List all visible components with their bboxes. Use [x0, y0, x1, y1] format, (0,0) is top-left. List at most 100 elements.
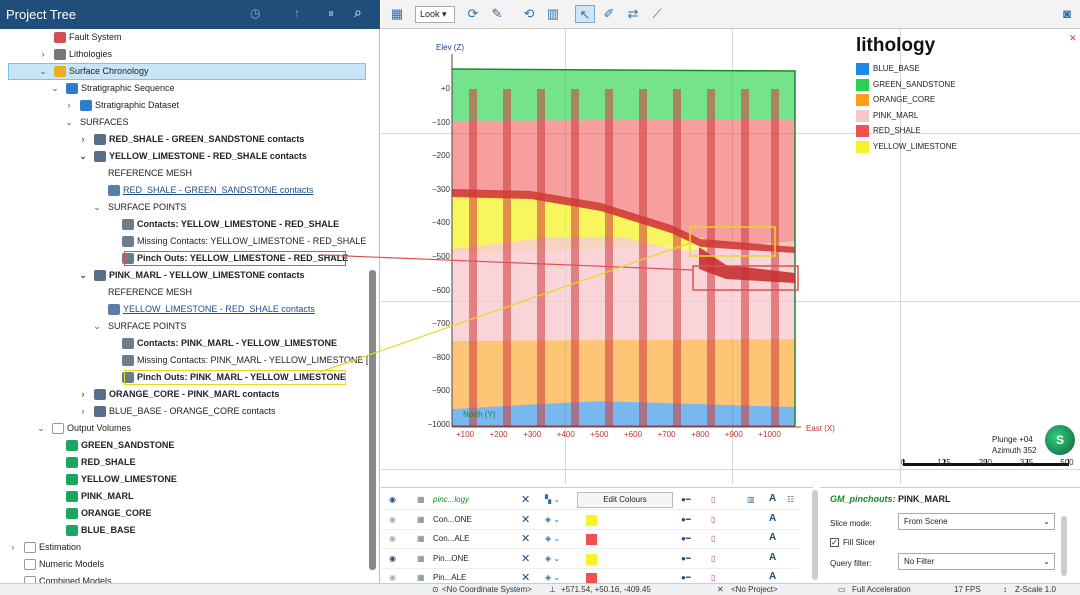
- query-filter-dropdown[interactable]: No Filter ⌄: [898, 553, 1055, 570]
- close-legend-icon[interactable]: ✕: [1069, 33, 1077, 43]
- clip-icon[interactable]: ▯: [711, 495, 716, 504]
- label-text-icon[interactable]: A: [769, 512, 777, 524]
- tree-item[interactable]: RED_SHALE: [0, 454, 368, 471]
- chevron-right-icon[interactable]: ›: [81, 406, 85, 416]
- tree-item[interactable]: Pinch Outs: PINK_MARL - YELLOW_LIMESTONE: [0, 369, 368, 386]
- toggle-switch[interactable]: ●━: [681, 495, 691, 504]
- fill-slicer-checkbox[interactable]: ✓: [830, 538, 839, 547]
- tree-item[interactable]: ORANGE_CORE: [0, 505, 368, 522]
- tree-item[interactable]: ⌄ Stratigraphic Sequence: [0, 80, 368, 97]
- colour-swatch[interactable]: [586, 534, 597, 545]
- tree-item[interactable]: Missing Contacts: PINK_MARL - YELLOW_LIM…: [0, 352, 368, 369]
- tree-item[interactable]: ⌄ SURFACES: [0, 114, 368, 131]
- shape-row[interactable]: ◉ ▦ Pin...ONE ✕ ◈ ⌄ ●━ ▯ A: [381, 550, 799, 569]
- slice-icon[interactable]: ▥: [546, 6, 560, 21]
- toggle-switch[interactable]: ●━: [681, 573, 691, 582]
- edit-colours-button[interactable]: Edit Colours: [577, 492, 673, 508]
- shape-row[interactable]: ◉ ▦ Con...ALE ✕ ◈ ⌄ ●━ ▯ A: [381, 530, 799, 549]
- chevron-right-icon[interactable]: ›: [67, 100, 71, 110]
- look-dropdown[interactable]: Look ▾: [415, 6, 455, 23]
- tree-item[interactable]: ⌄ PINK_MARL - YELLOW_LIMESTONE contacts: [0, 267, 368, 284]
- label-text-icon[interactable]: A: [769, 551, 777, 563]
- chevron-down-icon[interactable]: ⌄: [79, 151, 87, 161]
- paint-bucket-icon[interactable]: ◈ ⌄: [545, 573, 561, 582]
- tree-item[interactable]: › RED_SHALE - GREEN_SANDSTONE contacts: [0, 131, 368, 148]
- pencil-icon[interactable]: ✐: [603, 6, 615, 21]
- tree-item[interactable]: › Stratigraphic Dataset: [0, 97, 368, 114]
- chevron-right-icon[interactable]: ›: [11, 542, 15, 552]
- tree-item[interactable]: YELLOW_LIMESTONE: [0, 471, 368, 488]
- properties-icon[interactable]: ☷: [787, 495, 795, 504]
- chevron-right-icon[interactable]: ›: [41, 49, 45, 59]
- sync-icon[interactable]: ⇄: [627, 6, 639, 21]
- tree-item[interactable]: › ORANGE_CORE - PINK_MARL contacts: [0, 386, 368, 403]
- tree-item[interactable]: › Lithologies: [0, 46, 368, 63]
- colour-swatch[interactable]: [586, 573, 597, 584]
- clip-icon[interactable]: ▯: [711, 573, 716, 582]
- tree-item[interactable]: Pinch Outs: YELLOW_LIMESTONE - RED_SHALE: [0, 250, 368, 267]
- compass-globe[interactable]: S: [1045, 425, 1075, 455]
- tree-item[interactable]: ⌄ SURFACE POINTS: [0, 199, 368, 216]
- visibility-eye-icon[interactable]: ◉: [389, 534, 396, 543]
- toggle-switch[interactable]: ●━: [681, 514, 691, 524]
- tree-item[interactable]: BLUE_BASE: [0, 522, 368, 539]
- pause-icon[interactable]: ⏸: [328, 6, 335, 20]
- tree-item[interactable]: REFERENCE MESH: [0, 284, 368, 301]
- tree-item[interactable]: Missing Contacts: YELLOW_LIMESTONE - RED…: [0, 233, 368, 250]
- chevron-down-icon[interactable]: ⌄: [65, 117, 73, 127]
- tree-item[interactable]: › Estimation: [0, 539, 368, 556]
- chevron-down-icon[interactable]: ⌄: [93, 202, 101, 212]
- chevron-down-icon[interactable]: ⌄: [37, 423, 45, 433]
- label-text-icon[interactable]: A: [769, 493, 777, 504]
- chevron-right-icon[interactable]: ›: [81, 389, 85, 399]
- tree-item[interactable]: Fault System: [0, 29, 368, 46]
- chevron-right-icon[interactable]: ›: [81, 134, 85, 144]
- tree-item[interactable]: Combined Models: [0, 573, 368, 583]
- visibility-eye-icon[interactable]: ◉: [389, 553, 396, 563]
- clip-icon[interactable]: ▯: [711, 534, 716, 543]
- upload-icon[interactable]: ↑: [294, 6, 300, 20]
- slice-mode-dropdown[interactable]: From Scene ⌄: [898, 513, 1055, 530]
- remove-icon[interactable]: ✕: [521, 533, 531, 545]
- paint-bucket-icon[interactable]: ▚ ⌄: [545, 495, 561, 504]
- label-text-icon[interactable]: A: [769, 532, 777, 543]
- tree-item[interactable]: › BLUE_BASE - ORANGE_CORE contacts: [0, 403, 368, 420]
- rotate-icon[interactable]: ⟳: [467, 6, 479, 21]
- shape-row[interactable]: ◉ ▦ pinc...logy ✕ ▚ ⌄ Edit Colours ●━ ▯ A ▥ ☷: [381, 491, 799, 510]
- colour-swatch[interactable]: [586, 514, 597, 526]
- toggle-switch[interactable]: ●━: [681, 553, 691, 563]
- paint-bucket-icon[interactable]: ◈ ⌄: [545, 553, 561, 563]
- tree-item[interactable]: Contacts: YELLOW_LIMESTONE - RED_SHALE: [0, 216, 368, 233]
- chevron-down-icon[interactable]: ⌄: [51, 83, 59, 93]
- paint-bucket-icon[interactable]: ◈ ⌄: [545, 534, 561, 543]
- remove-icon[interactable]: ✕: [521, 513, 531, 526]
- tree-item[interactable]: REFERENCE MESH: [0, 165, 368, 182]
- chevron-down-icon[interactable]: ⌄: [39, 66, 47, 76]
- paint-bucket-icon[interactable]: ◈ ⌄: [545, 514, 561, 524]
- remove-icon[interactable]: ✕: [521, 494, 531, 506]
- search-icon[interactable]: ⌕: [354, 4, 362, 20]
- tree-item[interactable]: ⌄ Output Volumes: [0, 420, 368, 437]
- ruler-icon[interactable]: ⟋: [652, 6, 662, 21]
- tree-item[interactable]: YELLOW_LIMESTONE - RED_SHALE contacts: [0, 301, 368, 318]
- refresh-icon[interactable]: ⟲: [523, 6, 535, 21]
- screenshot-icon[interactable]: ▦: [390, 6, 404, 21]
- visibility-eye-icon[interactable]: ◉: [389, 514, 396, 524]
- tree-item[interactable]: ⌄ YELLOW_LIMESTONE - RED_SHALE contacts: [0, 148, 368, 165]
- properties-scrollbar[interactable]: [1061, 516, 1067, 576]
- tree-item[interactable]: PINK_MARL: [0, 488, 368, 505]
- camera-icon[interactable]: ◙: [1063, 6, 1071, 21]
- chevron-down-icon[interactable]: ⌄: [79, 270, 87, 280]
- legend-toggle-icon[interactable]: ▥: [747, 495, 755, 504]
- draw-line-icon[interactable]: ✎: [491, 6, 503, 21]
- colour-swatch[interactable]: [586, 553, 597, 565]
- tree-item[interactable]: ⌄ Surface Chronology: [0, 63, 368, 80]
- tree-item[interactable]: GREEN_SANDSTONE: [0, 437, 368, 454]
- select-cursor-icon[interactable]: ↖: [575, 5, 595, 23]
- label-text-icon[interactable]: A: [769, 571, 777, 582]
- visibility-eye-icon[interactable]: ◉: [389, 495, 396, 504]
- chevron-down-icon[interactable]: ⌄: [93, 321, 101, 331]
- remove-icon[interactable]: ✕: [521, 552, 531, 565]
- list-scrollbar[interactable]: [812, 490, 818, 580]
- shape-row[interactable]: ◉ ▦ Con...ONE ✕ ◈ ⌄ ●━ ▯ A: [381, 511, 799, 530]
